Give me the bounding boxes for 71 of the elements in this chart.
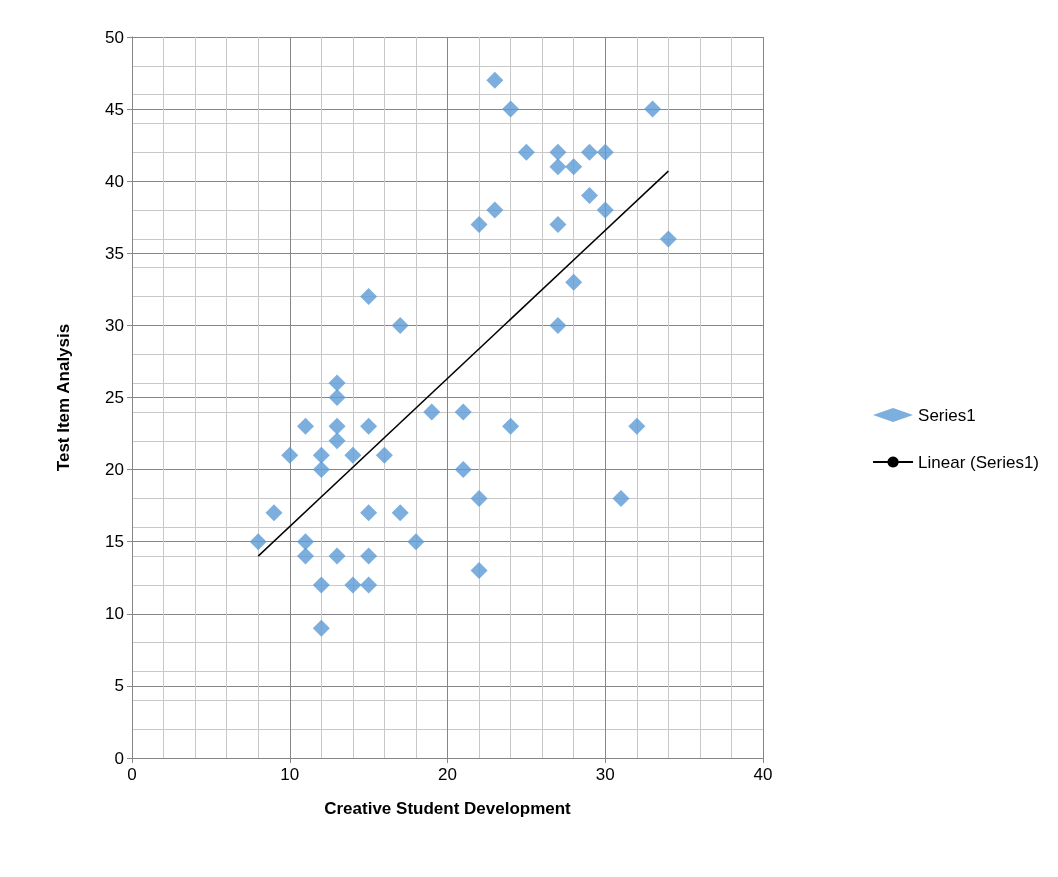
y-tick-label: 35 <box>105 243 124 263</box>
point <box>502 100 520 118</box>
point <box>360 504 378 522</box>
x-tick-label: 40 <box>753 765 773 784</box>
point <box>360 547 378 565</box>
point <box>612 489 630 507</box>
point <box>281 446 299 464</box>
point <box>297 533 315 551</box>
point <box>549 158 567 176</box>
point <box>360 417 378 435</box>
point <box>565 158 583 176</box>
x-axis-title: Creative Student Development <box>324 799 572 818</box>
point <box>549 143 567 161</box>
y-tick-label: 15 <box>105 532 124 552</box>
point <box>486 71 504 89</box>
point <box>312 446 330 464</box>
point <box>580 143 598 161</box>
y-tick-label: 10 <box>105 604 124 624</box>
y-tick-label: 20 <box>105 460 124 480</box>
point <box>328 374 346 392</box>
point <box>344 446 362 464</box>
point <box>580 187 598 205</box>
point <box>486 201 504 219</box>
point <box>297 417 315 435</box>
point <box>312 619 330 637</box>
point <box>360 288 378 306</box>
point <box>328 432 346 450</box>
point <box>596 201 614 219</box>
point <box>391 504 409 522</box>
point <box>328 547 346 565</box>
y-tick-label: 0 <box>114 748 124 768</box>
point <box>312 461 330 479</box>
point <box>517 143 535 161</box>
point <box>423 403 441 421</box>
y-tick-label: 5 <box>114 676 124 696</box>
point <box>470 562 488 580</box>
point <box>344 576 362 594</box>
point <box>249 533 267 551</box>
point <box>470 489 488 507</box>
point <box>375 446 393 464</box>
y-tick-label: 25 <box>105 388 124 407</box>
x-tick-label: 20 <box>438 765 457 784</box>
point <box>360 576 378 594</box>
y-tick-label: 40 <box>105 171 124 191</box>
point <box>328 417 346 435</box>
point <box>628 417 646 435</box>
x-tick-label: 30 <box>595 765 615 784</box>
point <box>470 215 488 233</box>
y-tick-label: 45 <box>105 99 124 119</box>
point <box>265 504 283 522</box>
point <box>549 316 567 334</box>
point <box>659 230 677 248</box>
point <box>454 461 472 479</box>
y-tick-label: 30 <box>105 315 124 335</box>
x-tick-label: 10 <box>280 765 300 784</box>
point <box>565 273 583 291</box>
legend-label: Linear (Series1) <box>918 452 1040 472</box>
point <box>297 547 315 565</box>
point <box>502 417 520 435</box>
y-axis-title: Test Item Analysis <box>54 323 73 472</box>
y-tick-label: 50 <box>105 27 124 47</box>
point <box>596 143 614 161</box>
point <box>312 576 330 594</box>
point <box>328 389 346 406</box>
point <box>454 403 472 421</box>
point <box>391 316 409 334</box>
point <box>549 215 567 233</box>
point <box>644 100 662 118</box>
point <box>407 533 425 551</box>
legend-label: Series1 <box>918 405 976 425</box>
x-tick-label: 0 <box>127 765 137 784</box>
